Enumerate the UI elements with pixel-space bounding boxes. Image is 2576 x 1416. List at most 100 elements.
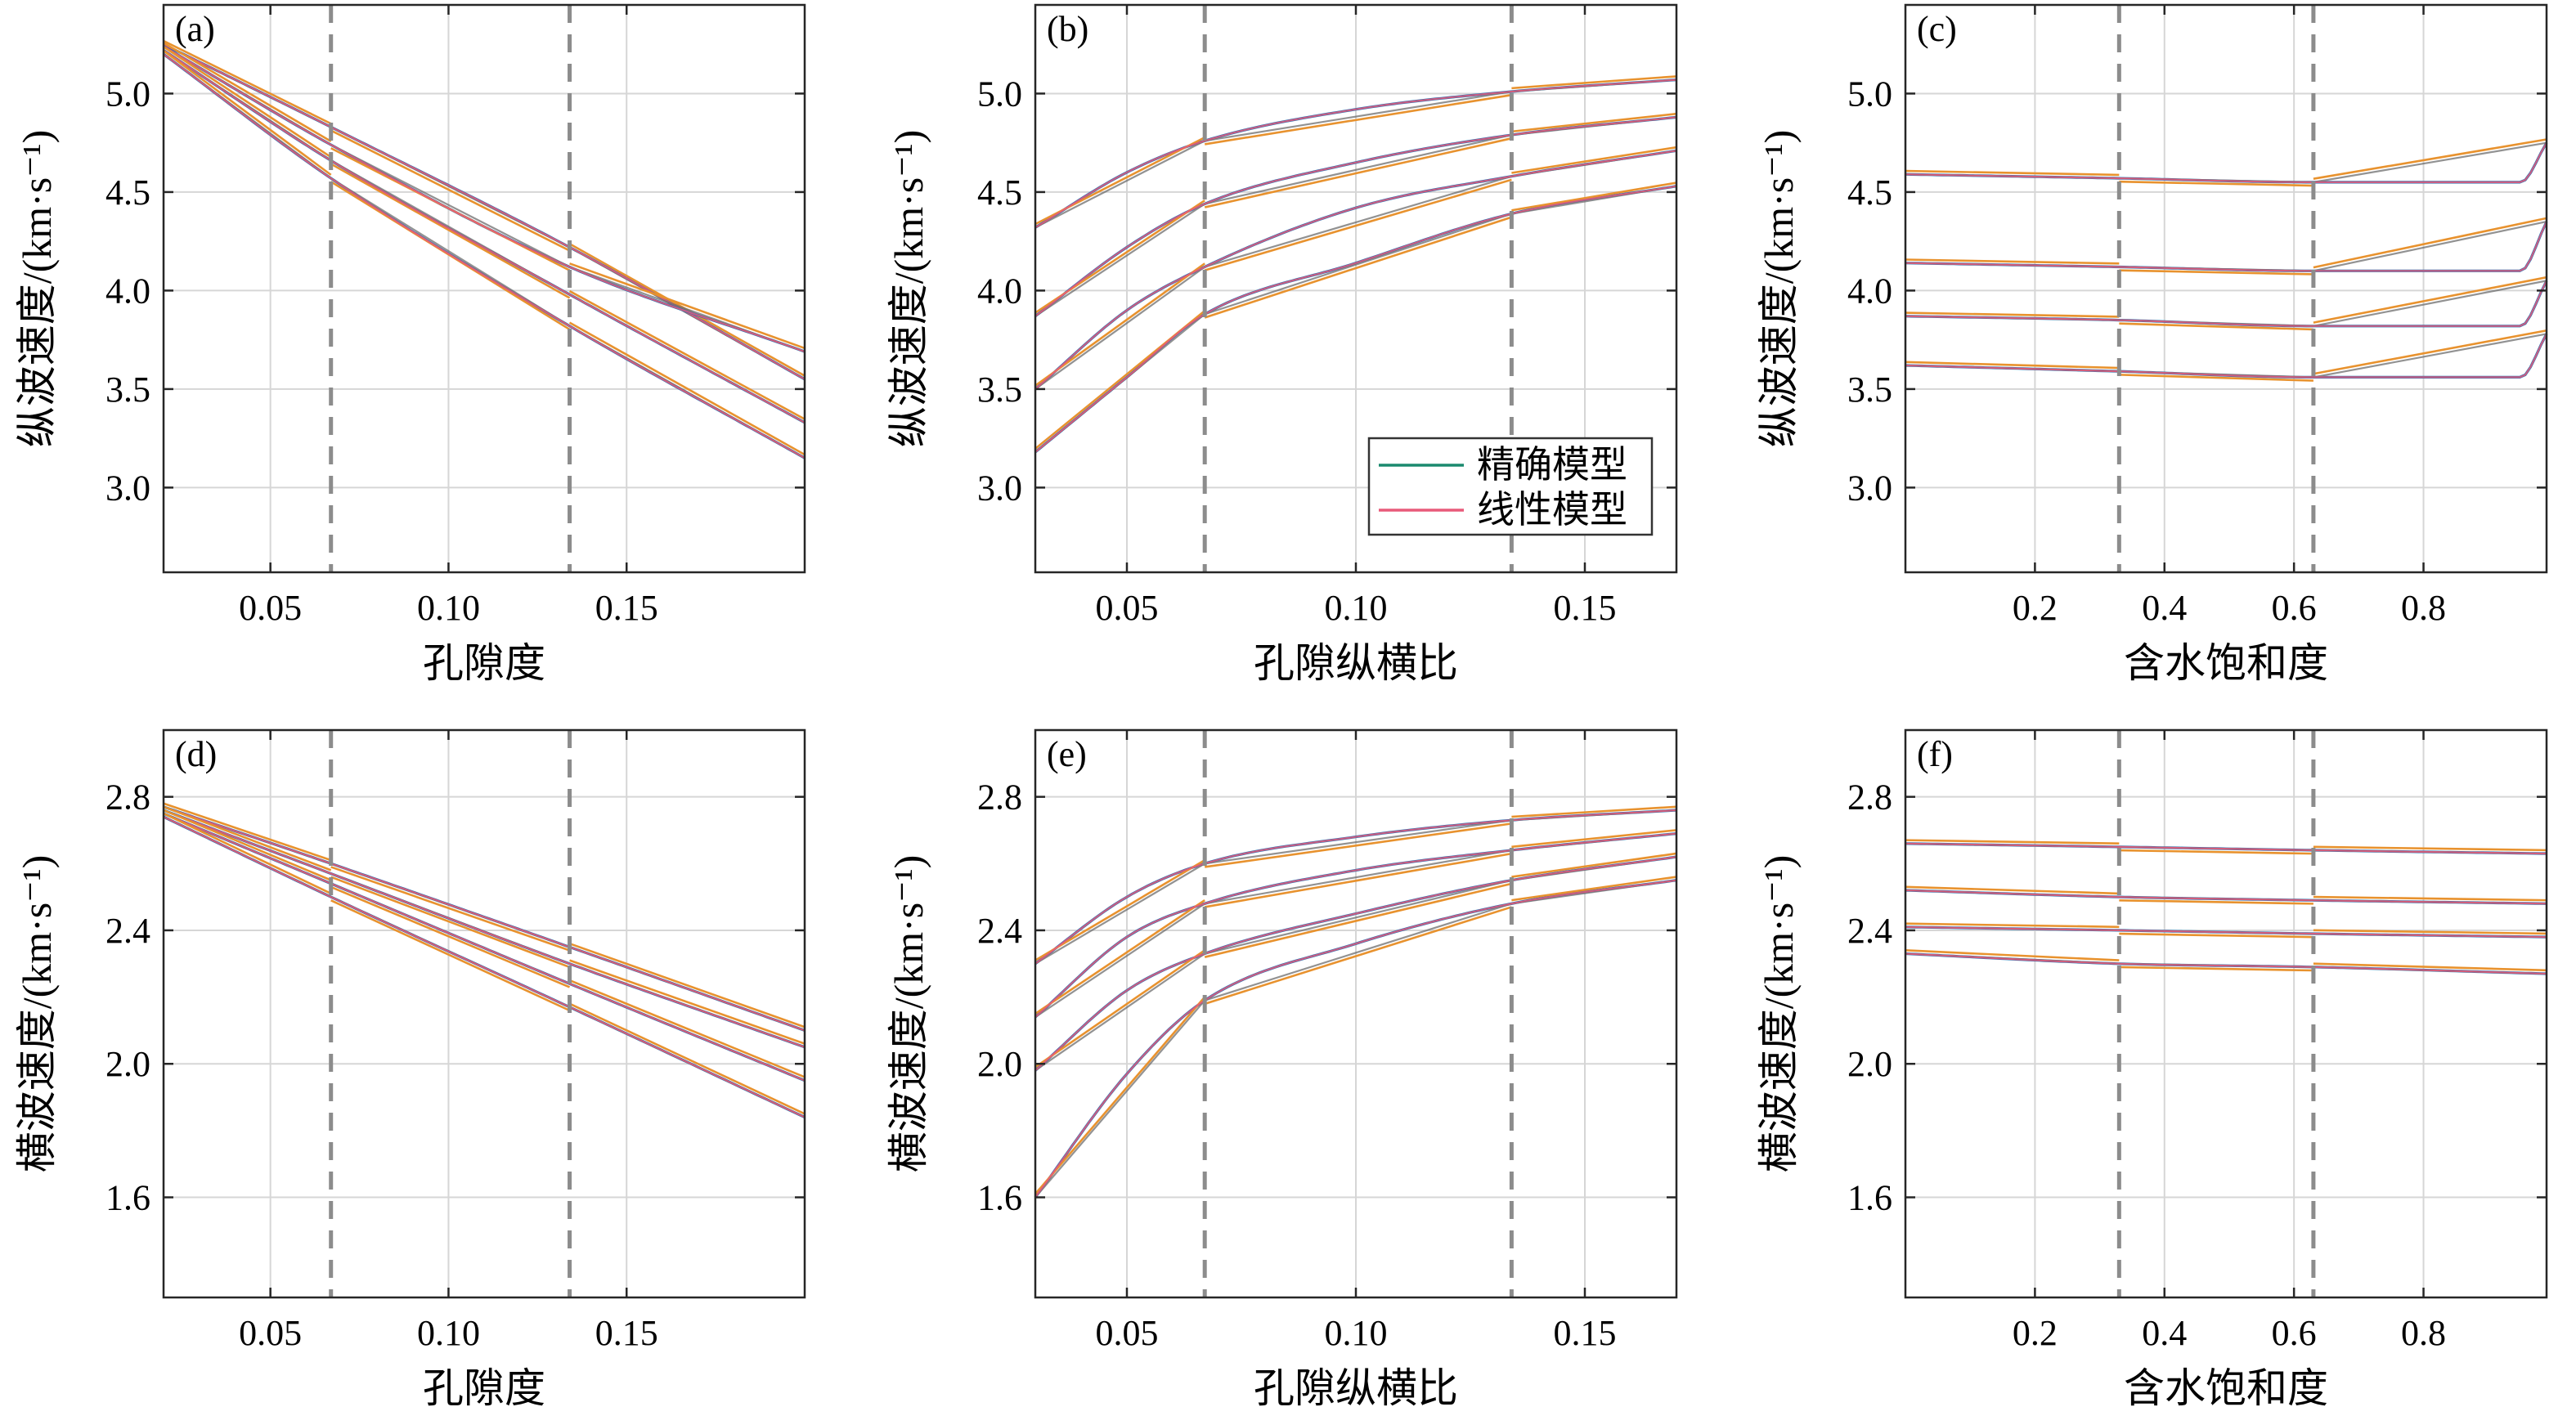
linear-model-curve [1034,78,1677,229]
y-axis-label: 横波速度/(km·s⁻¹) [886,855,931,1173]
y-tick-label: 1.6 [1847,1178,1892,1218]
linear-model-segment [1204,137,1512,208]
linear-model-segment [2313,276,2547,324]
linear-model-segment [330,876,570,969]
x-tick-label: 0.10 [417,1313,480,1353]
linear-model-curve [163,809,806,1048]
y-tick-label: 3.0 [977,468,1022,508]
panel-label: (e) [1047,734,1087,774]
x-axis-label: 孔隙度 [423,1365,545,1411]
y-axis-label: 横波速度/(km·s⁻¹) [14,855,60,1173]
linear-model-segment [568,321,806,456]
linear-model-segment [568,1002,806,1115]
linear-model-segment [1511,112,1677,133]
gray-reference-segment [2313,333,2547,379]
plot-frame [1904,3,2548,574]
y-tick-label: 2.4 [105,911,150,951]
y-tick-label: 1.6 [105,1178,150,1218]
linear-model-curve [163,49,806,423]
legend-box [1367,437,1654,536]
linear-model-segment [163,802,332,862]
linear-model-segment [1204,93,1512,146]
linear-model-segment [1204,178,1512,271]
linear-model-segment [569,942,806,1028]
x-tick-label: 0.6 [2272,1313,2317,1353]
linear-model-curve [1905,280,2547,327]
x-axis-label: 含水饱和度 [2124,640,2328,686]
linear-model-curve [163,43,806,380]
linear-model-segment [163,39,332,125]
linear-model-segment [163,42,332,143]
linear-model-segment [163,805,332,872]
y-tick-label: 1.6 [977,1178,1022,1218]
x-tick-label: 0.10 [1325,1313,1388,1353]
gray-reference-segment [1034,203,1205,317]
linear-model-segment [1905,949,2120,961]
y-tick-label: 2.8 [1847,777,1892,818]
linear-model-segment [2119,849,2313,855]
linear-model-segment [1204,852,1512,908]
gray-reference-segment [1034,999,1206,1199]
x-tick-label: 0.05 [1096,588,1159,628]
panel-label: (b) [1047,9,1088,49]
y-tick-label: 2.4 [977,911,1022,951]
linear-model-segment [568,289,806,420]
linear-model-segment [1511,876,1677,902]
linear-model-segment [2119,322,2313,331]
y-tick-label: 4.0 [977,271,1022,311]
linear-model-curve [163,813,806,1082]
panel-label: (f) [1917,734,1953,774]
x-tick-label: 0.15 [1554,588,1617,628]
y-tick-label: 2.4 [1847,911,1892,951]
linear-model-segment [163,50,332,176]
y-tick-label: 2.8 [977,777,1022,818]
chart-panel-6: 0.2 0.4 0.6 0.8 1.6 2.0 2.4 2.8 (f) 含水饱和度 横波速度/(km… [1756,728,2548,1411]
linear-model-segment [2313,895,2547,902]
y-axis-label: 纵波速度/(km·s⁻¹) [14,130,60,448]
linear-model-segment [2313,217,2547,269]
linear-model-segment [2119,966,2313,972]
linear-model-segment [1204,216,1512,319]
linear-model-segment [163,812,332,895]
y-axis-label: 纵波速度/(km·s⁻¹) [886,130,931,448]
plot-frame [162,3,806,574]
linear-model-segment [1905,361,2120,370]
linear-model-segment [569,262,806,350]
linear-model-segment [1034,949,1205,1069]
linear-model-segment [2313,329,2547,375]
linear-model-curve [1905,889,2547,905]
linear-model-segment [2313,962,2547,972]
y-axis-label: 横波速度/(km·s⁻¹) [1756,855,1802,1173]
legend-label-linear: 线性模型 [1477,489,1627,531]
linear-model-segment [330,163,571,299]
linear-model-segment [1034,899,1205,1015]
exact-model-curve [163,43,806,381]
linear-model-curve [1905,925,2547,939]
linear-model-segment [1511,75,1677,90]
x-axis-label: 孔隙纵横比 [1254,1365,1458,1411]
linear-model-curve [1034,185,1677,453]
y-tick-label: 3.5 [1847,370,1892,410]
gray-reference-segment [2313,141,2547,183]
chart-panel-1: 0.05 0.10 0.15 3.0 3.5 4.0 4.5 5.0 (a) 孔隙度 纵波速度/(k… [14,3,806,686]
linear-model-segment [2313,138,2547,180]
linear-model-curve [1034,116,1677,317]
linear-model-segment [1034,262,1205,387]
linear-model-segment [1204,882,1512,958]
linear-model-segment [1905,885,2120,895]
linear-model-segment [1034,859,1205,961]
x-tick-label: 0.4 [2142,1313,2187,1353]
gray-reference-segment [1034,952,1205,1072]
x-tick-label: 0.6 [2272,588,2317,628]
linear-model-curve [163,816,806,1118]
linear-model-segment [1905,169,2120,177]
linear-model-segment [1204,906,1512,1006]
y-tick-label: 3.5 [105,370,150,410]
x-tick-label: 0.4 [2142,588,2187,628]
linear-model-curve [1034,150,1677,390]
y-tick-label: 2.0 [977,1044,1022,1084]
gray-reference-segment [2313,280,2547,327]
linear-model-curve [1905,842,2547,855]
gray-reference-segment [1034,863,1205,965]
chart-panel-4: 0.05 0.10 0.15 1.6 2.0 2.4 2.8 (d) 孔隙度 横波速度/(km·s… [14,728,806,1411]
